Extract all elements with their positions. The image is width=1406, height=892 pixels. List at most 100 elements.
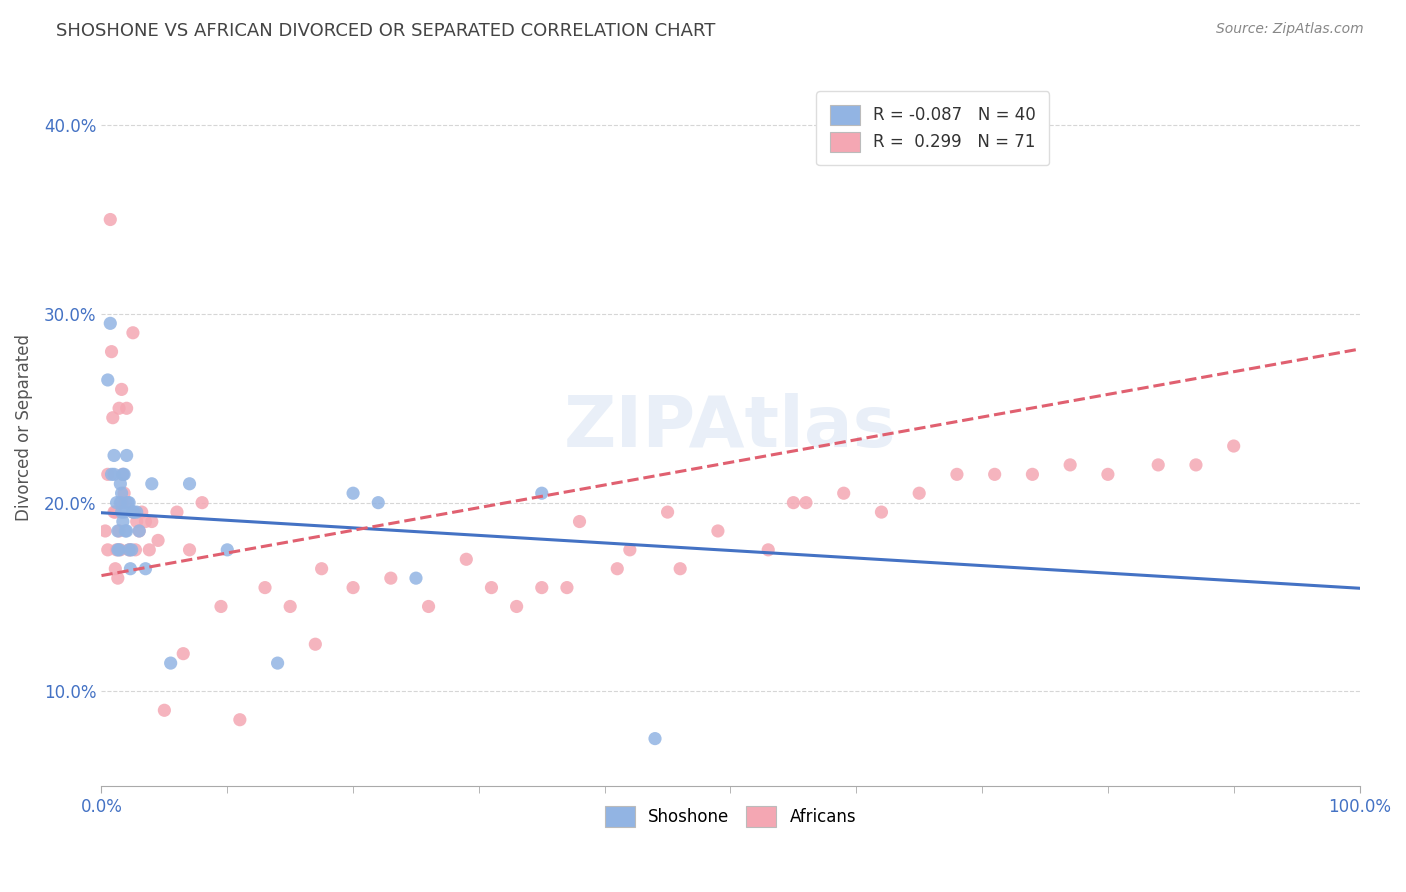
Point bbox=[108, 542, 131, 557]
Point bbox=[456, 552, 478, 566]
Point bbox=[107, 524, 129, 538]
Point bbox=[619, 542, 641, 557]
Point bbox=[121, 542, 143, 557]
Point bbox=[112, 505, 135, 519]
Point bbox=[107, 542, 129, 557]
Point bbox=[141, 476, 163, 491]
Point bbox=[98, 212, 121, 227]
Point bbox=[153, 703, 176, 717]
Point bbox=[367, 496, 389, 510]
Point bbox=[191, 496, 214, 510]
Point bbox=[97, 467, 120, 482]
Point bbox=[111, 467, 134, 482]
Point bbox=[110, 542, 132, 557]
Point bbox=[870, 505, 893, 519]
Point bbox=[380, 571, 402, 585]
Point bbox=[311, 562, 333, 576]
Point bbox=[110, 486, 132, 500]
Point bbox=[114, 524, 136, 538]
Point bbox=[782, 496, 804, 510]
Point bbox=[104, 562, 127, 576]
Point bbox=[125, 515, 148, 529]
Point bbox=[568, 515, 591, 529]
Point bbox=[418, 599, 440, 614]
Point bbox=[1059, 458, 1081, 472]
Point bbox=[108, 524, 131, 538]
Point bbox=[946, 467, 969, 482]
Point bbox=[209, 599, 232, 614]
Point bbox=[134, 562, 156, 576]
Point bbox=[112, 467, 135, 482]
Point bbox=[229, 713, 252, 727]
Point bbox=[103, 505, 125, 519]
Point bbox=[481, 581, 503, 595]
Point bbox=[1222, 439, 1244, 453]
Point bbox=[100, 344, 122, 359]
Point bbox=[505, 599, 527, 614]
Point bbox=[707, 524, 730, 538]
Point bbox=[1185, 458, 1208, 472]
Point bbox=[118, 542, 141, 557]
Point bbox=[124, 542, 146, 557]
Point bbox=[98, 316, 121, 330]
Point bbox=[131, 505, 153, 519]
Point bbox=[110, 505, 132, 519]
Point bbox=[118, 496, 141, 510]
Point bbox=[179, 476, 201, 491]
Point bbox=[141, 515, 163, 529]
Point bbox=[606, 562, 628, 576]
Point bbox=[100, 467, 122, 482]
Point bbox=[530, 486, 553, 500]
Point bbox=[669, 562, 692, 576]
Point bbox=[115, 449, 138, 463]
Point bbox=[120, 562, 142, 576]
Point bbox=[128, 524, 150, 538]
Point bbox=[217, 542, 239, 557]
Point bbox=[166, 505, 188, 519]
Point bbox=[1147, 458, 1170, 472]
Point bbox=[530, 581, 553, 595]
Point bbox=[122, 326, 145, 340]
Point bbox=[101, 410, 124, 425]
Point bbox=[172, 647, 194, 661]
Point bbox=[555, 581, 578, 595]
Point bbox=[105, 496, 128, 510]
Point bbox=[110, 496, 132, 510]
Point bbox=[97, 542, 120, 557]
Text: Source: ZipAtlas.com: Source: ZipAtlas.com bbox=[1216, 22, 1364, 37]
Point bbox=[794, 496, 817, 510]
Point bbox=[107, 571, 129, 585]
Point bbox=[983, 467, 1005, 482]
Point bbox=[657, 505, 679, 519]
Point bbox=[159, 656, 181, 670]
Point bbox=[122, 505, 145, 519]
Point bbox=[120, 542, 142, 557]
Point bbox=[756, 542, 779, 557]
Point bbox=[128, 524, 150, 538]
Point bbox=[342, 486, 364, 500]
Point bbox=[103, 449, 125, 463]
Point bbox=[105, 542, 128, 557]
Point bbox=[253, 581, 276, 595]
Point bbox=[832, 486, 855, 500]
Point bbox=[179, 542, 201, 557]
Point bbox=[111, 467, 134, 482]
Point bbox=[104, 505, 127, 519]
Point bbox=[111, 515, 134, 529]
Y-axis label: Divorced or Separated: Divorced or Separated bbox=[15, 334, 32, 521]
Point bbox=[304, 637, 326, 651]
Point bbox=[115, 401, 138, 416]
Point bbox=[110, 383, 132, 397]
Text: ZIPAtlas: ZIPAtlas bbox=[564, 392, 897, 462]
Point bbox=[117, 496, 139, 510]
Point bbox=[110, 476, 132, 491]
Point bbox=[115, 524, 138, 538]
Point bbox=[134, 515, 156, 529]
Point bbox=[122, 505, 145, 519]
Point bbox=[278, 599, 301, 614]
Point bbox=[97, 373, 120, 387]
Point bbox=[908, 486, 931, 500]
Point bbox=[94, 524, 117, 538]
Point bbox=[266, 656, 288, 670]
Point bbox=[138, 542, 160, 557]
